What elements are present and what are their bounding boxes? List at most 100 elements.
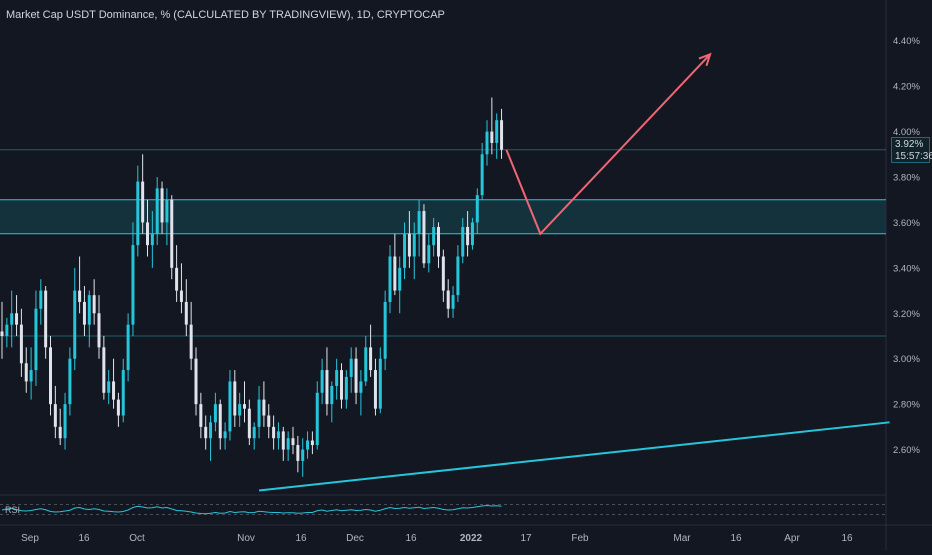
candle-body [204,426,208,439]
candle-body [78,290,82,302]
candle-body [184,301,188,325]
candle-body [461,226,465,257]
candle-body [398,267,402,291]
candle-body [165,199,169,223]
candle-body [53,404,57,427]
candle-body [267,415,271,427]
candle-body [330,385,334,405]
candle-body [44,290,48,348]
candle-body [49,347,52,405]
x-tick-label: 16 [405,533,417,544]
rsi-label: RSI [5,505,21,515]
candle-body [29,370,33,382]
candle-body [291,438,295,446]
candle-body [412,233,416,257]
candle-body [150,233,154,246]
candle-body [466,226,470,246]
candle-body [500,120,504,150]
candle-body [131,245,135,325]
y-tick-label: 4.40% [893,36,920,47]
candle-body [301,449,305,461]
candle-body [213,404,217,423]
candle-body [238,404,242,416]
candle-body [141,181,145,223]
candle-body [340,370,343,400]
candle-body [223,431,227,439]
candle-body [68,358,72,405]
candle-body [495,120,499,143]
candle-body [24,363,28,382]
candle-body [349,358,353,377]
candle-body [34,308,38,371]
candle-body [102,347,106,393]
candle-body [427,245,431,264]
candle-body [272,426,276,439]
candle-body [388,256,392,302]
y-tick-label: 3.60% [893,218,920,229]
y-tick-label: 4.00% [893,127,920,138]
candle-body [432,226,436,246]
candle-body [286,438,290,450]
candle-body [403,233,407,268]
horizontal-levels-layer [0,149,886,337]
candle-body [325,370,329,405]
candle-body [15,313,19,325]
candle-body [296,445,300,461]
y-tick-label: 2.60% [893,445,920,456]
time-axis[interactable]: Sep 16 Oct Nov 16 Dec 16 2022 17 Feb Mar 16 Apr 16 [21,533,853,544]
y-tick-label: 3.80% [893,173,920,184]
y-tick-label: 4.20% [893,82,920,93]
candle-body [189,324,193,359]
candle-body [10,313,14,325]
candle-body [121,370,125,416]
candle-body [136,181,140,246]
candle-body [39,290,43,309]
candle-body [243,404,246,409]
rsi-layer [0,504,886,515]
candle-body [378,358,382,409]
candle-body [480,154,484,196]
candle-body [257,399,261,427]
price-axis[interactable]: 4.40% 4.20% 4.00% 3.80% 3.60% 3.40% 3.20% 3.00%… [893,36,920,456]
candle-body [373,370,377,409]
candle-body [126,324,130,371]
x-tick-label: 2022 [460,533,483,544]
drawings-layer [258,52,890,492]
x-tick-label: Sep [21,533,39,544]
current-price-value: 3.92% [895,139,924,150]
candle-body [175,267,179,291]
x-tick-label: 16 [730,533,742,544]
candle-body [112,381,116,400]
candle-body [179,290,183,302]
candle-body [87,295,91,325]
candle-body [422,211,426,264]
y-tick-label: 3.20% [893,309,920,320]
candle-body [160,188,164,223]
candle-body [116,399,120,416]
candle-body [97,313,101,348]
candle-body [407,233,411,257]
candle-body [233,381,237,416]
candle-body [490,131,494,143]
candle-body [228,381,232,432]
candle-body [0,331,4,336]
candle-body [441,256,445,291]
y-tick-label: 3.00% [893,354,920,365]
x-tick-label: Mar [673,533,691,544]
candle-body [218,404,222,439]
projection-path [505,53,711,236]
candle-body [451,295,455,309]
candle-body [475,195,479,223]
chart-title: Market Cap USDT Dominance, % (CALCULATED… [6,9,445,21]
bar-countdown: 15:57:36 [895,151,932,162]
candle-body [485,131,489,155]
candle-body [437,226,440,257]
candle-body [209,422,213,439]
candle-body [446,290,450,309]
candle-body [456,256,460,296]
candle-body [393,256,397,291]
candle-body [310,440,314,446]
y-tick-label: 3.40% [893,263,920,274]
